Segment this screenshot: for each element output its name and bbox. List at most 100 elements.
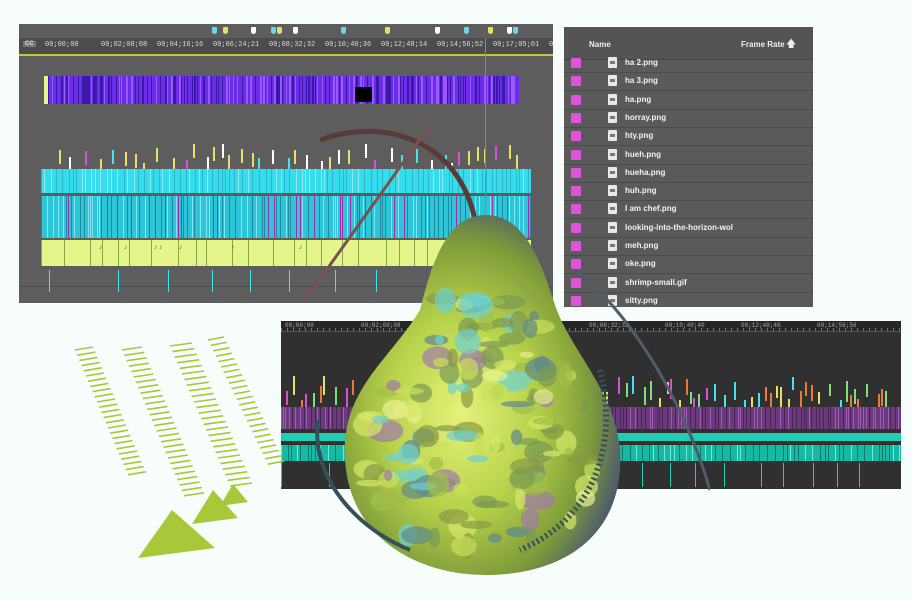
- purple-clip[interactable]: [475, 76, 477, 104]
- cyan-clip[interactable]: [167, 196, 168, 238]
- purple-clip[interactable]: [353, 76, 355, 104]
- teal-clip[interactable]: [636, 445, 637, 461]
- cyan-clip[interactable]: [276, 169, 277, 193]
- violet-clip[interactable]: [289, 407, 290, 429]
- cyan-clip[interactable]: [290, 196, 291, 238]
- teal-clip[interactable]: [300, 445, 301, 461]
- teal-clip[interactable]: [630, 445, 631, 461]
- small-clip[interactable]: [346, 388, 348, 409]
- purple-clip[interactable]: [48, 76, 49, 104]
- purple-clip[interactable]: [151, 76, 152, 104]
- cyan-clip[interactable]: [155, 196, 156, 238]
- cyan-clip[interactable]: [289, 169, 290, 193]
- tick-mark[interactable]: [581, 328, 582, 331]
- tick-mark[interactable]: [833, 328, 834, 331]
- teal-clip[interactable]: [335, 445, 336, 461]
- cyan-clip[interactable]: [101, 196, 102, 238]
- cyan-clip[interactable]: [111, 196, 112, 238]
- cyan-clip[interactable]: [398, 196, 399, 238]
- purple-clip[interactable]: [173, 76, 175, 104]
- label-color-chip[interactable]: [571, 277, 581, 288]
- tick-mark[interactable]: [371, 328, 372, 331]
- clip-divider[interactable]: [414, 240, 415, 266]
- timeline-marker[interactable]: [271, 27, 276, 34]
- clip-divider[interactable]: [64, 240, 65, 266]
- small-clip[interactable]: [846, 381, 848, 402]
- small-clip[interactable]: [857, 399, 859, 413]
- purple-clip[interactable]: [52, 76, 53, 104]
- tick-mark[interactable]: [395, 328, 396, 331]
- purple-clip[interactable]: [440, 76, 442, 104]
- clip-divider[interactable]: [306, 240, 307, 266]
- cyan-clip[interactable]: [174, 169, 175, 193]
- small-clip[interactable]: [118, 270, 119, 292]
- teal-clip[interactable]: [753, 445, 754, 461]
- cyan-clip[interactable]: [107, 169, 108, 193]
- purple-clip[interactable]: [431, 76, 433, 104]
- violet-clip[interactable]: [830, 407, 831, 429]
- cyan-clip[interactable]: [274, 196, 275, 238]
- purple-clip[interactable]: [216, 76, 217, 104]
- cyan-clip[interactable]: [189, 169, 190, 193]
- tick-mark[interactable]: [377, 328, 378, 331]
- label-color-chip[interactable]: [571, 167, 581, 178]
- purple-clip[interactable]: [443, 76, 445, 104]
- cyan-clip[interactable]: [377, 169, 378, 193]
- purple-clip[interactable]: [426, 76, 427, 104]
- tick-mark[interactable]: [689, 328, 690, 331]
- cyan-clip[interactable]: [460, 196, 461, 238]
- violet-clip[interactable]: [875, 407, 876, 429]
- small-clip[interactable]: [391, 148, 393, 162]
- purple-clip[interactable]: [493, 76, 495, 104]
- file-row[interactable]: ha 3.png: [564, 72, 813, 92]
- tick-mark[interactable]: [737, 328, 738, 331]
- small-clip[interactable]: [258, 158, 260, 172]
- violet-clip[interactable]: [620, 407, 621, 429]
- small-clip[interactable]: [294, 150, 296, 164]
- tick-mark[interactable]: [305, 328, 306, 331]
- violet-clip[interactable]: [873, 407, 874, 429]
- violet-clip[interactable]: [734, 407, 735, 429]
- cyan-clip[interactable]: [502, 196, 503, 238]
- cyan-clip[interactable]: [280, 196, 281, 238]
- small-clip[interactable]: [222, 144, 224, 158]
- purple-clip[interactable]: [226, 76, 228, 104]
- timeline-marker[interactable]: [293, 27, 298, 34]
- cyan-clip[interactable]: [434, 196, 435, 238]
- purple-clip[interactable]: [479, 76, 480, 104]
- teal-clip[interactable]: [882, 445, 883, 461]
- teal-clip[interactable]: [692, 445, 693, 461]
- cyan-clip[interactable]: [418, 169, 419, 193]
- tick-mark[interactable]: [587, 328, 588, 331]
- cyan-clip[interactable]: [63, 196, 64, 238]
- violet-clip[interactable]: [615, 407, 616, 429]
- purple-clip[interactable]: [292, 76, 294, 104]
- purple-clip[interactable]: [179, 76, 181, 104]
- cyan-clip[interactable]: [213, 196, 214, 238]
- cyan-clip[interactable]: [448, 196, 449, 238]
- cyan-clip[interactable]: [443, 196, 444, 238]
- purple-clip[interactable]: [156, 76, 157, 104]
- cyan-clip[interactable]: [51, 169, 52, 193]
- cyan-clip[interactable]: [181, 196, 182, 238]
- violet-clip[interactable]: [801, 407, 802, 429]
- label-color-chip[interactable]: [571, 58, 581, 68]
- purple-clip[interactable]: [336, 76, 338, 104]
- cyan-clip[interactable]: [470, 169, 471, 193]
- purple-clip[interactable]: [167, 76, 168, 104]
- small-clip[interactable]: [859, 463, 860, 487]
- violet-clip[interactable]: [700, 407, 701, 429]
- purple-clip[interactable]: [312, 76, 314, 104]
- purple-clip[interactable]: [100, 76, 102, 104]
- captions-toggle[interactable]: CC: [23, 41, 36, 47]
- purple-clip[interactable]: [398, 76, 400, 104]
- file-row[interactable]: oke.png: [564, 255, 813, 275]
- small-clip[interactable]: [252, 153, 254, 167]
- clip-divider[interactable]: [273, 240, 274, 266]
- purple-clip[interactable]: [487, 76, 488, 104]
- small-clip[interactable]: [85, 151, 87, 165]
- timeline-marker[interactable]: [435, 27, 440, 34]
- cyan-clip[interactable]: [44, 169, 45, 193]
- violet-clip[interactable]: [702, 407, 703, 429]
- purple-clip[interactable]: [489, 76, 490, 104]
